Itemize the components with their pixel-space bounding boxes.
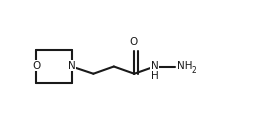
Text: O: O	[32, 61, 40, 71]
Text: O: O	[130, 37, 138, 47]
Text: NH: NH	[177, 61, 193, 71]
Text: N: N	[68, 61, 75, 71]
Text: 2: 2	[192, 66, 196, 75]
Text: N: N	[151, 61, 159, 71]
Text: H: H	[151, 71, 159, 81]
